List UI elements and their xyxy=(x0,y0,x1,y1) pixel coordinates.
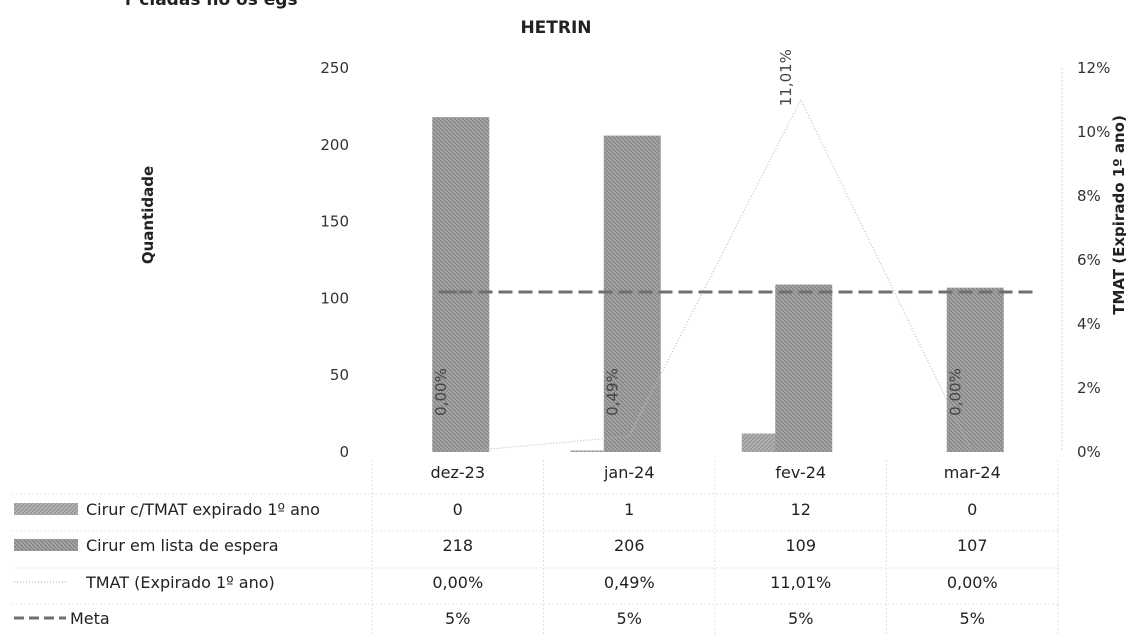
legend-swatch xyxy=(14,539,78,551)
table-cell-value: 206 xyxy=(614,536,645,555)
table-cell-value: 11,01% xyxy=(770,573,831,592)
bar-waiting-list xyxy=(775,284,833,452)
y2-axis-title: TMAT (Expirado 1º ano) xyxy=(1110,115,1126,315)
x-category-label: fev-24 xyxy=(775,463,826,482)
bar-waiting-list xyxy=(603,135,661,453)
table-cell-value: 0 xyxy=(453,500,463,519)
table-cell-value: 5% xyxy=(617,609,642,628)
legend-series-name: TMAT (Expirado 1º ano) xyxy=(85,573,275,592)
table-cell-value: 5% xyxy=(788,609,813,628)
table-cell-value: 218 xyxy=(442,536,473,555)
y-tick-label: 150 xyxy=(320,213,349,231)
y-tick-label: 200 xyxy=(320,136,349,154)
table-cell-value: 107 xyxy=(957,536,988,555)
legend-series-name: Cirur em lista de espera xyxy=(86,536,279,555)
bar-waiting-list xyxy=(432,117,490,452)
legend-series-name: Meta xyxy=(70,609,110,628)
table-cell-value: 1 xyxy=(624,500,634,519)
legend-series-name: Cirur c/TMAT expirado 1º ano xyxy=(86,500,320,519)
y-tick-label: 50 xyxy=(330,366,349,384)
chart-title: HETRIN xyxy=(520,18,591,38)
table-cell-value: 0 xyxy=(967,500,977,519)
table-cell-value: 0,49% xyxy=(604,573,655,592)
table-cell-value: 0,00% xyxy=(947,573,998,592)
y2-tick-label: 8% xyxy=(1077,187,1101,205)
y2-tick-label: 12% xyxy=(1077,59,1110,77)
x-category-label: mar-24 xyxy=(944,463,1001,482)
y-tick-label: 0 xyxy=(339,443,349,461)
legend-swatch xyxy=(14,503,78,515)
y2-tick-label: 2% xyxy=(1077,379,1101,397)
table-cell-value: 5% xyxy=(960,609,985,628)
y2-tick-label: 6% xyxy=(1077,251,1101,269)
y2-tick-label: 10% xyxy=(1077,123,1110,141)
data-label-tmat: 0,49% xyxy=(603,368,621,416)
data-label-tmat: 0,00% xyxy=(432,368,450,416)
bar-waiting-list xyxy=(946,287,1004,452)
line-tmat xyxy=(457,98,973,453)
y2-tick-label: 4% xyxy=(1077,315,1101,333)
y2-tick-label: 0% xyxy=(1077,443,1101,461)
x-category-label: jan-24 xyxy=(603,463,655,482)
table-cell-value: 109 xyxy=(785,536,816,555)
y-tick-label: 100 xyxy=(320,289,349,307)
x-category-label: dez-23 xyxy=(430,463,485,482)
y-axis-title: Quantidade xyxy=(139,166,157,264)
chart-title-fragment: r ciadas no os egs xyxy=(125,0,298,10)
data-label-tmat: 0,00% xyxy=(946,368,964,416)
data-label-tmat: 11,01% xyxy=(777,49,795,106)
bar-expired xyxy=(570,450,628,452)
table-cell-value: 5% xyxy=(445,609,470,628)
table-cell-value: 12 xyxy=(791,500,811,519)
y-tick-label: 250 xyxy=(320,59,349,77)
table-cell-value: 0,00% xyxy=(432,573,483,592)
